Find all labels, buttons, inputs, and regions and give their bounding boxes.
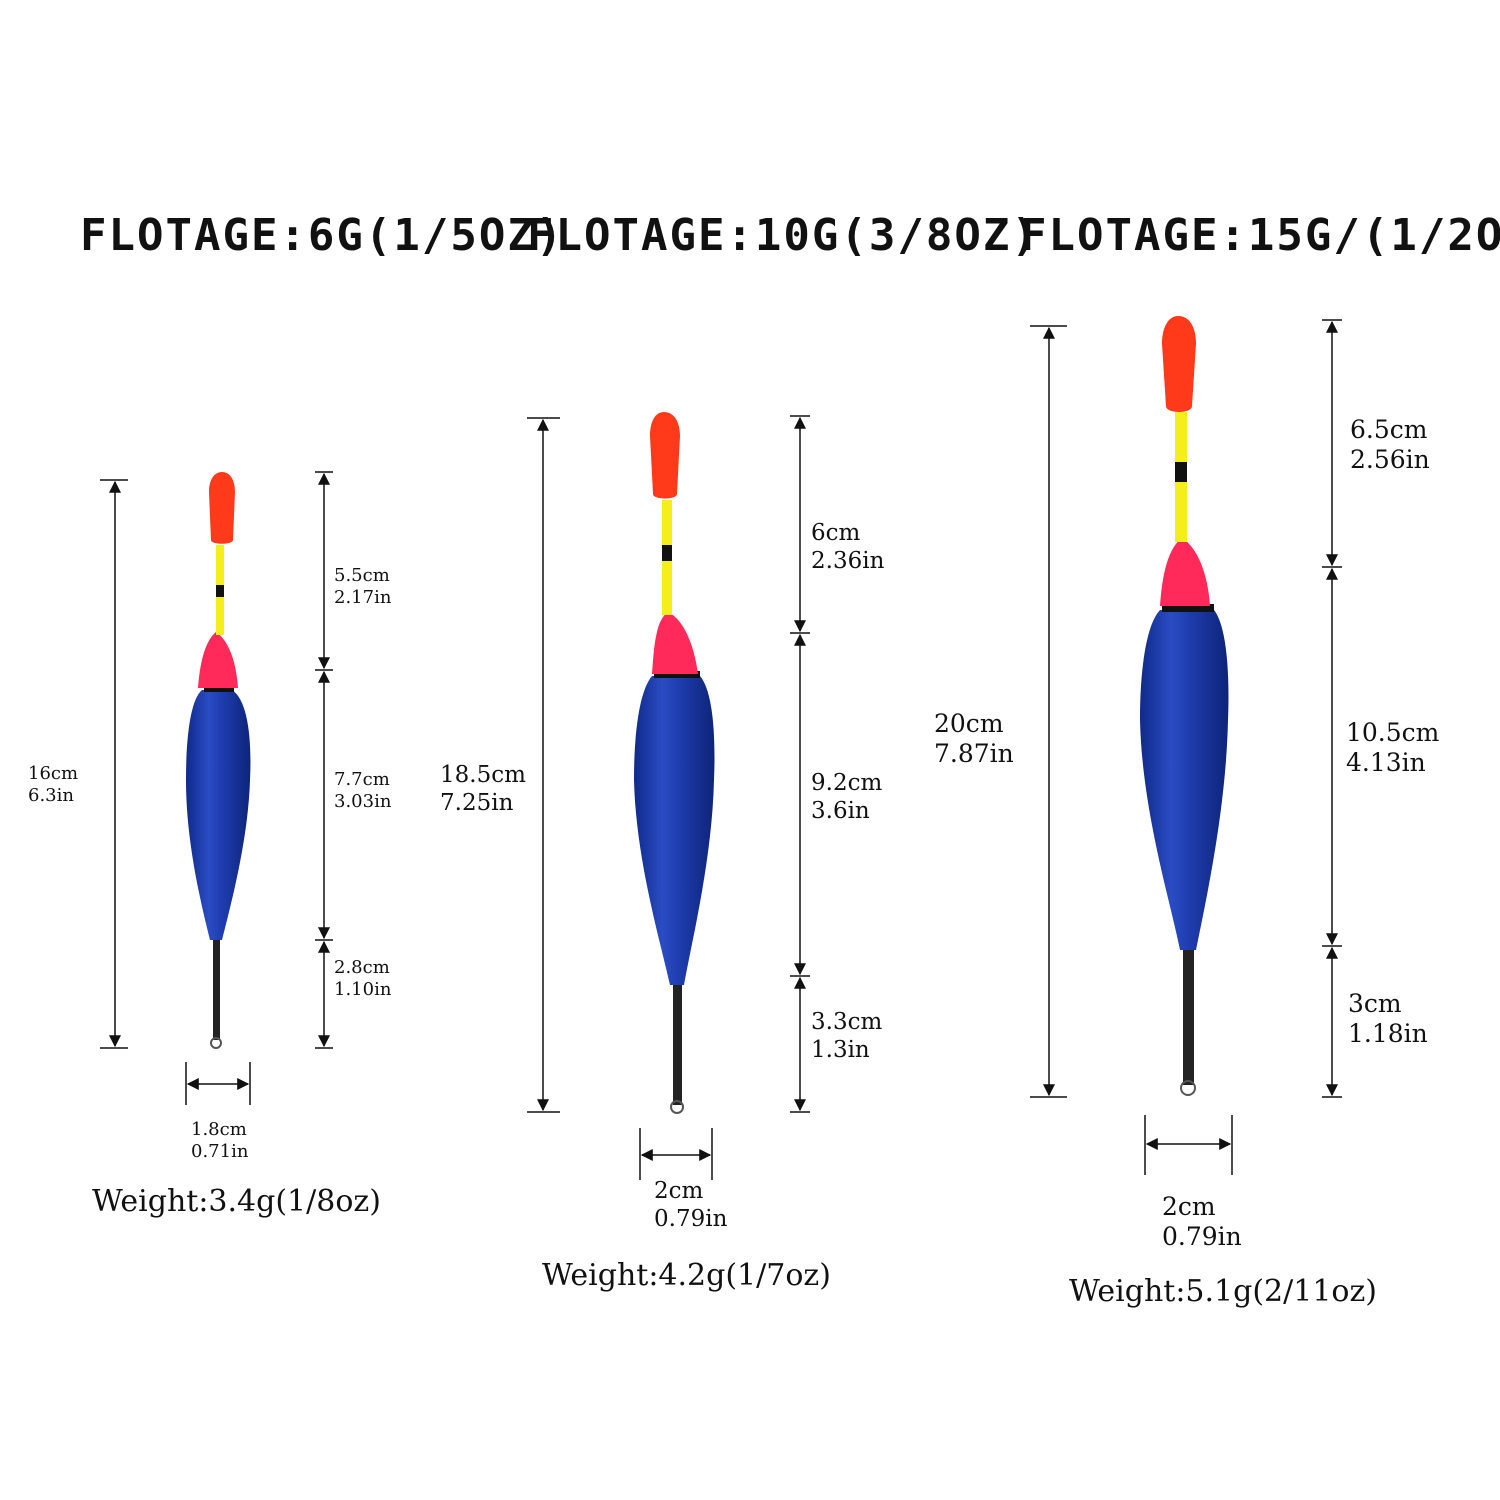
float-3-eye [1180, 1080, 1196, 1096]
float-2-width-in: 0.79in [654, 1205, 728, 1232]
float-3-stem-cm: 3cm [1348, 989, 1402, 1018]
float-2-total-cm: 18.5cm [440, 762, 526, 788]
float-1-stem-length: 2.8cm 1.10in [334, 957, 391, 1000]
float-3-body-length: 10.5cm 4.13in [1346, 718, 1439, 778]
float-2-body-in: 3.6in [811, 797, 870, 824]
float-2-width: 2cm 0.79in [654, 1178, 727, 1233]
float-2-stem-in: 1.3in [811, 1036, 870, 1063]
float-1-stem-in: 1.10in [334, 978, 392, 1000]
float-3-stem [1183, 950, 1194, 1085]
float-2-flotage-title: FLOTAGE:10G(3/8OZ) [527, 210, 1040, 261]
float-3-width-in: 0.79in [1162, 1222, 1242, 1251]
float-2-total-length: 18.5cm 7.25in [440, 762, 526, 817]
float-1-body [186, 690, 251, 940]
float-3-total-length: 20cm 7.87in [934, 709, 1014, 769]
float-3-stem-in: 1.18in [1348, 1019, 1428, 1048]
float-2-weight: Weight:4.2g(1/7oz) [542, 1258, 831, 1293]
float-2-eye [670, 1100, 684, 1114]
float-3-tip-in: 2.56in [1350, 445, 1430, 474]
float-3-width: 2cm 0.79in [1162, 1192, 1242, 1252]
float-3-flotage-title: FLOTAGE:15G/(1/2OZ) [1020, 210, 1500, 261]
float-2-stem [673, 985, 682, 1105]
float-1-eye [210, 1037, 222, 1049]
float-1-collar [198, 632, 238, 688]
float-3-width-cm: 2cm [1162, 1192, 1216, 1221]
float-1-total-length: 16cm 6.3in [28, 763, 78, 806]
float-2-body [634, 676, 715, 985]
float-3-tip [1162, 316, 1196, 412]
float-2-collar [652, 612, 698, 674]
float-2-total-in: 7.25in [440, 789, 514, 816]
float-1 [100, 471, 333, 1105]
float-1-stem [213, 940, 220, 1040]
float-2-tip [650, 412, 680, 499]
float-1-flotage-title: FLOTAGE:6G(1/5OZ) [80, 210, 565, 261]
float-2-stem-length: 3.3cm 1.3in [811, 1009, 882, 1064]
float-2-stem-cm: 3.3cm [811, 1009, 883, 1035]
float-3-total-in: 7.87in [934, 739, 1014, 768]
float-1-width-cm: 1.8cm [191, 1119, 247, 1140]
float-3-weight: Weight:5.1g(2/11oz) [1069, 1274, 1377, 1309]
float-1-body-in: 3.03in [334, 790, 392, 812]
float-3 [1030, 316, 1342, 1175]
float-2 [527, 412, 810, 1180]
float-1-total-cm: 16cm [28, 763, 79, 784]
float-3-stem-length: 3cm 1.18in [1348, 989, 1428, 1049]
float-3-body [1140, 610, 1229, 950]
float-2-body-cm: 9.2cm [811, 770, 883, 796]
float-1-width: 1.8cm 0.71in [191, 1119, 248, 1162]
float-1-tip-in: 2.17in [334, 586, 392, 608]
float-3-tip-cm: 6.5cm [1350, 415, 1428, 444]
float-1-width-in: 0.71in [191, 1140, 249, 1162]
float-1-body-length: 7.7cm 3.03in [334, 769, 391, 812]
float-2-tip-length: 6cm 2.36in [811, 520, 884, 575]
float-3-collar [1160, 538, 1210, 606]
float-2-tip-in: 2.36in [811, 547, 885, 574]
float-1-tip-cm: 5.5cm [334, 565, 390, 586]
float-3-tip-length: 6.5cm 2.56in [1350, 415, 1430, 475]
float-1-weight: Weight:3.4g(1/8oz) [92, 1184, 381, 1219]
float-2-width-cm: 2cm [654, 1178, 704, 1204]
float-2-tip-cm: 6cm [811, 520, 861, 546]
float-2-body-length: 9.2cm 3.6in [811, 770, 882, 825]
float-1-stem-cm: 2.8cm [334, 957, 390, 978]
float-1-tip [209, 472, 235, 544]
float-3-body-in: 4.13in [1346, 748, 1426, 777]
float-1-body-cm: 7.7cm [334, 769, 390, 790]
float-3-total-cm: 20cm [934, 709, 1004, 738]
float-1-tip-length: 5.5cm 2.17in [334, 565, 391, 608]
float-3-body-cm: 10.5cm [1346, 718, 1440, 747]
float-1-total-in: 6.3in [28, 784, 74, 806]
